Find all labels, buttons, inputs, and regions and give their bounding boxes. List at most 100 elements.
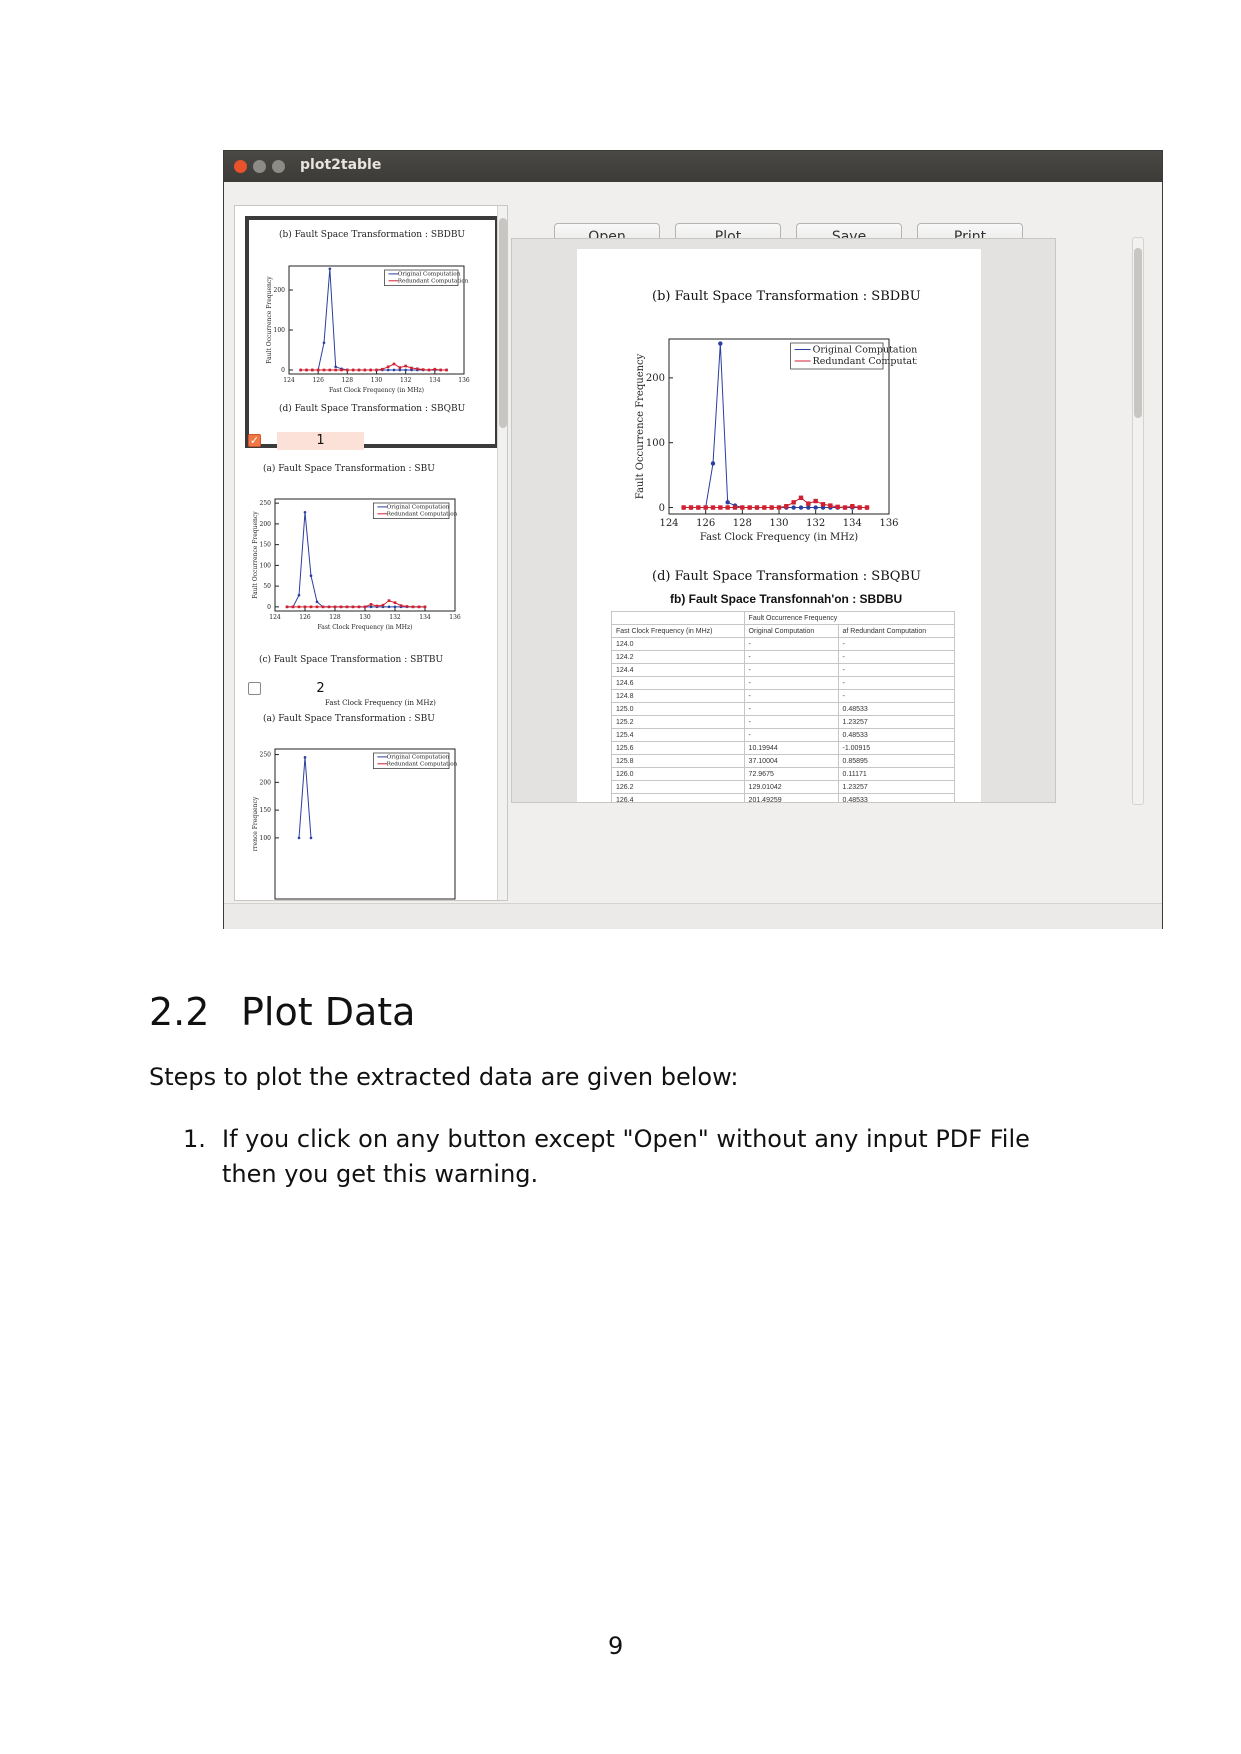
data-point — [806, 501, 811, 506]
data-point — [696, 505, 701, 510]
right-scrollbar-thumb[interactable] — [1134, 248, 1142, 418]
data-point — [791, 500, 796, 505]
data-point — [399, 604, 403, 607]
thumb-caption: (a) Fault Space Transformation : SBU — [263, 464, 435, 474]
y-axis-label: Fault Occurrence Frequency — [266, 276, 273, 364]
y-tick-label: 100 — [260, 562, 272, 569]
table-cell: 124.6 — [611, 676, 745, 690]
table-cell: 124.2 — [611, 650, 745, 664]
table-header: af Redundant Computation — [837, 624, 955, 638]
data-point — [725, 505, 730, 510]
data-point — [369, 605, 373, 609]
table-cell: 124.4 — [611, 663, 745, 677]
x-tick-label: 130 — [371, 377, 383, 384]
data-point — [303, 756, 307, 759]
table-header-group: Fault Occurrence Frequency — [743, 611, 956, 625]
legend-label: Original Computation — [398, 272, 461, 278]
data-point — [405, 605, 409, 608]
data-point — [387, 605, 391, 609]
data-point — [433, 367, 437, 371]
data-point — [351, 368, 355, 372]
data-point — [416, 367, 419, 371]
table-row: 124.2- - — [611, 650, 955, 664]
data-point — [427, 368, 431, 372]
data-point — [315, 600, 319, 604]
thumb-caption: (b) Fault Space Transformation : SBDBU — [279, 230, 466, 240]
data-point — [392, 368, 396, 372]
close-icon[interactable] — [234, 160, 247, 173]
data-point — [315, 605, 319, 609]
x-tick-label: 126 — [299, 614, 311, 621]
data-point — [718, 341, 723, 346]
table-row: 126.0 72.9675 0.11171 — [611, 767, 955, 781]
thumb-caption: (c) Fault Space Transformation : SBTBU — [259, 655, 444, 665]
section-title: Plot Data — [241, 990, 416, 1034]
y-tick-label: 150 — [260, 807, 272, 814]
data-point — [410, 368, 413, 372]
data-point — [311, 368, 314, 372]
data-point — [305, 368, 308, 372]
x-tick-label: 134 — [419, 614, 431, 621]
data-point — [393, 605, 397, 609]
legend-label: Redundant Computation — [387, 762, 458, 768]
x-tick-label: 126 — [696, 518, 715, 529]
table-cell: 124.8 — [611, 689, 745, 703]
data-point — [421, 368, 425, 371]
table-cell: - — [743, 702, 839, 716]
x-tick-label: 124 — [659, 518, 678, 529]
item-2-checkbox[interactable] — [248, 682, 261, 695]
maximize-icon[interactable] — [272, 160, 285, 173]
minimize-icon[interactable] — [253, 160, 266, 173]
table-cell: - — [743, 663, 839, 677]
preview-caption-bottom: (d) Fault Space Transformation : SBQBU — [652, 569, 921, 584]
x-tick-label: 136 — [449, 614, 461, 621]
data-point — [681, 505, 686, 510]
x-tick-label: 134 — [843, 518, 862, 529]
table-cell: 0.48533 — [837, 728, 955, 742]
legend-label: Redundant Computation — [813, 356, 917, 367]
app-window: plot2table (b) Fault Space Transformatio… — [223, 150, 1163, 929]
thumbnail-list[interactable]: (b) Fault Space Transformation : SBDBU 1… — [234, 205, 508, 901]
data-point — [423, 605, 427, 609]
table-cell: 0.85895 — [837, 754, 955, 768]
data-point — [747, 505, 752, 510]
legend-label: Redundant Computation — [387, 512, 458, 518]
item-2-number: 2 — [316, 681, 325, 696]
table-cell: 10.19944 — [743, 741, 839, 755]
data-point — [285, 605, 289, 609]
x-tick-label: 130 — [769, 518, 788, 529]
plot-frame — [274, 748, 456, 900]
left-scrollbar-thumb[interactable] — [499, 218, 507, 428]
table-cell: 0.48533 — [837, 793, 955, 802]
data-point — [784, 504, 789, 509]
x-tick-label: 136 — [458, 377, 470, 384]
data-point — [299, 368, 302, 372]
right-scrollbar[interactable] — [1132, 237, 1144, 805]
item-1-checkbox[interactable]: ✓ — [248, 434, 261, 447]
data-point — [333, 605, 337, 609]
data-point — [769, 505, 774, 510]
thumb-chart-2: 124 126 128 130 132 134 136 0 50 100 150 200 250 Fast… — [252, 498, 461, 631]
data-point — [688, 505, 694, 510]
x-tick-label: 128 — [329, 614, 341, 621]
data-point — [386, 365, 390, 369]
left-scrollbar[interactable] — [497, 206, 507, 900]
data-point — [398, 368, 402, 372]
data-point — [798, 495, 804, 500]
table-row: 126.4 201.49259 0.48533 — [611, 793, 955, 802]
x-tick-label: 124 — [269, 614, 281, 621]
data-point — [334, 365, 337, 369]
table-cell: 0.11171 — [837, 767, 955, 781]
legend-box — [372, 752, 450, 770]
y-axis-label: Fault Occurrence Frequency — [635, 353, 646, 499]
data-point — [309, 574, 313, 578]
data-point — [328, 368, 332, 372]
legend-label: Original Computation — [387, 505, 450, 511]
y-tick-label: 250 — [260, 500, 272, 507]
table-row: 126.2 129.01042 1.23257 — [611, 780, 955, 794]
data-point — [820, 502, 826, 507]
preview-viewer[interactable]: (b) Fault Space Transformation : SBDBU 1… — [511, 238, 1056, 803]
thumb-caption: (a) Fault Space Transformation : SBU — [263, 714, 435, 724]
x-axis-label: Fast Clock Frequency (in MHz) — [329, 387, 424, 394]
step-1-text: If you click on any button except "Open"… — [222, 1125, 1030, 1188]
